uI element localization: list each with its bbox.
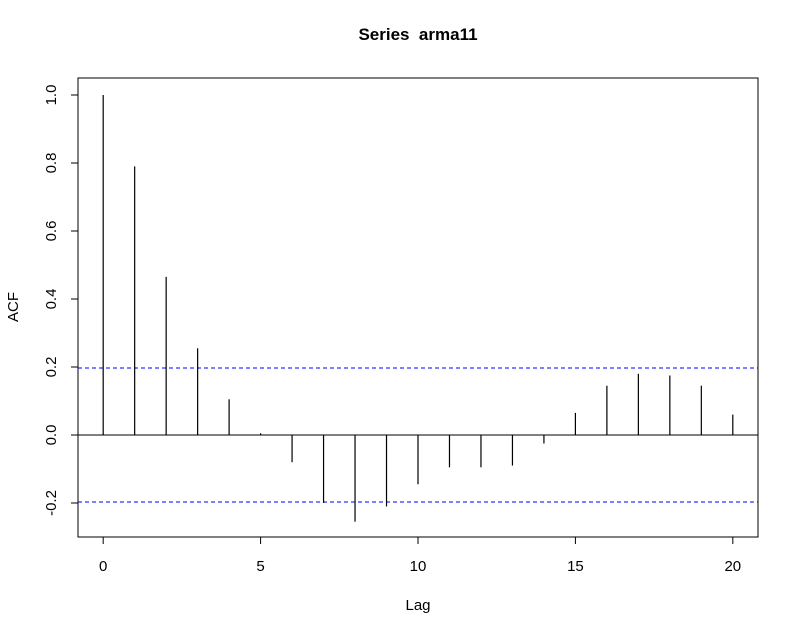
- y-tick-label: 0.6: [43, 221, 60, 242]
- y-tick-label: 0.0: [43, 425, 60, 446]
- x-tick-label: 0: [99, 558, 107, 575]
- y-tick-label: 1.0: [43, 85, 60, 106]
- y-tick-label: 0.2: [43, 357, 60, 378]
- x-tick-label: 5: [256, 558, 264, 575]
- y-tick-label: 0.4: [43, 289, 60, 310]
- chart-title: Series arma11: [358, 25, 477, 44]
- y-axis: -0.2 0.0 0.2 0.4 0.6 0.8 1.0: [43, 85, 79, 516]
- y-tick-label: -0.2: [43, 490, 60, 516]
- y-axis-label: ACF: [5, 292, 22, 322]
- x-tick-label: 15: [567, 558, 584, 575]
- x-tick-label: 10: [410, 558, 427, 575]
- x-axis-label: Lag: [405, 597, 430, 614]
- acf-bars: [102, 95, 734, 522]
- y-tick-label: 0.8: [43, 153, 60, 174]
- x-tick-label: 20: [724, 558, 741, 575]
- x-axis: 0 5 10 15 20: [99, 536, 741, 575]
